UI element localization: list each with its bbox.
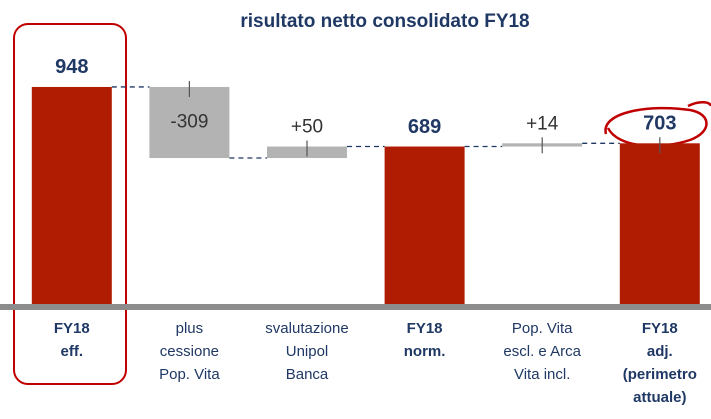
value-label: 703	[643, 113, 676, 135]
x-tick-label: Pop. Vita	[512, 320, 573, 337]
value-label: +14	[526, 113, 559, 134]
bar	[619, 143, 700, 305]
x-tick-label: norm.	[404, 343, 446, 360]
x-tick-label: escl. e Arca	[503, 343, 581, 360]
x-tick-label: Unipol	[286, 343, 329, 360]
x-tick-label: FY18	[54, 320, 90, 337]
value-label: -309	[170, 112, 208, 133]
x-tick-label: adj.	[647, 343, 673, 360]
bar	[31, 86, 112, 306]
highlight-box	[13, 23, 127, 385]
x-tick-label: eff.	[61, 343, 84, 360]
x-tick-label: plus	[176, 320, 204, 337]
x-tick-label: cessione	[160, 343, 219, 360]
x-tick-label: attuale)	[633, 389, 686, 406]
value-label: 948	[55, 56, 88, 78]
x-tick-label: Banca	[286, 366, 329, 383]
value-label: +50	[291, 117, 323, 138]
chart-title: risultato netto consolidato FY18	[240, 11, 529, 32]
bar	[149, 86, 230, 159]
x-tick-label: FY18	[642, 320, 678, 337]
x-tick-label: svalutazione	[265, 320, 348, 337]
value-label: 689	[408, 116, 441, 138]
x-tick-label: (perimetro	[623, 366, 697, 383]
x-tick-label: Vita incl.	[514, 366, 570, 383]
x-tick-label: Pop. Vita	[159, 366, 220, 383]
bar	[384, 146, 465, 305]
x-tick-label: FY18	[407, 320, 443, 337]
